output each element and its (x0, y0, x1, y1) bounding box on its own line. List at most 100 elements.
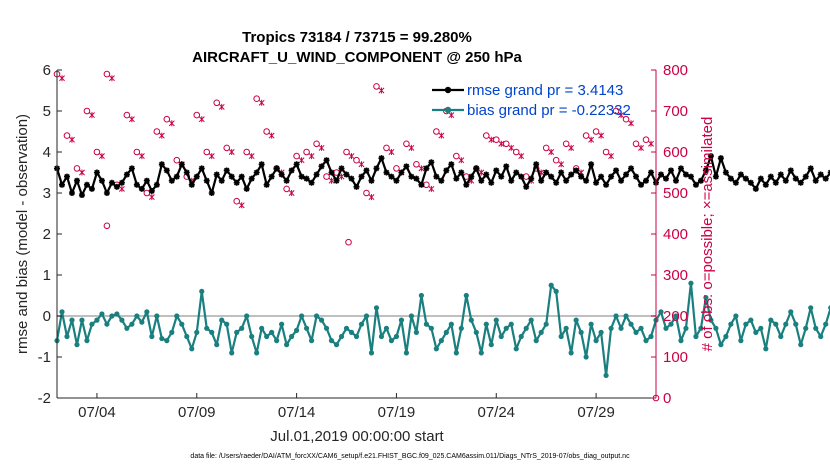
obs-possible-marker (552, 156, 560, 164)
rmse-point (73, 177, 80, 184)
bias-point (483, 321, 489, 327)
bias-point (408, 313, 415, 319)
y-tick-label: 2 (43, 226, 51, 243)
bias-series (54, 280, 830, 379)
obs-assimilated-marker (518, 153, 525, 160)
bias-point (823, 321, 829, 327)
x-tick-label: 07/19 (378, 404, 416, 421)
bias-point (588, 321, 594, 327)
bias-point (204, 325, 210, 331)
obs-assimilated-marker (618, 112, 625, 119)
bias-point (388, 338, 395, 344)
y-axis-label-left: rmse and bias (model - observation) (14, 114, 31, 354)
rmse-point (568, 171, 575, 178)
obs-assimilated-marker (498, 140, 505, 147)
bias-point (214, 342, 220, 348)
bias-point (443, 329, 449, 335)
chart-subtitle: AIRCRAFT_U_WIND_COMPONENT @ 250 hPa (192, 49, 522, 66)
bias-point (808, 305, 814, 311)
bias-point (768, 317, 774, 323)
bias-point (818, 333, 824, 340)
rmse-point (817, 171, 824, 178)
bias-point (573, 317, 579, 323)
bias-point (628, 321, 634, 327)
bias-point (363, 313, 370, 319)
bias-point (743, 321, 749, 327)
bias-point (698, 325, 704, 331)
rmse-series (54, 153, 830, 199)
bias-point (69, 317, 75, 323)
obs-assimilated-marker (328, 177, 335, 184)
bias-point (264, 333, 270, 340)
bias-point (513, 346, 519, 352)
rmse-point (812, 177, 819, 184)
x-tick-labels: 07/04 07/09 07/14 07/19 07/24 07/29 (78, 404, 615, 421)
obs-assimilated-marker (308, 153, 315, 160)
obs-possible-marker (562, 140, 570, 148)
rmse-point (448, 161, 455, 168)
obs-possible-marker (612, 107, 620, 115)
bias-point (169, 329, 175, 335)
rmse-point (58, 181, 65, 188)
obs-possible-marker (433, 128, 440, 135)
bias-point (239, 325, 245, 331)
rmse-point (523, 183, 530, 190)
rmse-point (558, 169, 565, 176)
y-tick-label: -1 (38, 349, 51, 366)
rmse-point (488, 179, 495, 186)
bias-point (603, 372, 609, 379)
bias-point (748, 317, 754, 323)
bias-point (348, 329, 355, 335)
rmse-point (662, 175, 669, 182)
rmse-point (822, 175, 829, 182)
obs-assimilated-marker (648, 140, 654, 147)
bias-point (498, 333, 504, 340)
y-right-tick-label: 200 (663, 308, 688, 325)
bias-point (633, 329, 639, 335)
rmse-point (308, 179, 315, 186)
bias-point (523, 325, 529, 331)
rmse-point (712, 173, 719, 180)
rmse-point (228, 173, 235, 180)
rmse-point (802, 173, 809, 180)
rmse-point (353, 183, 360, 190)
rmse-point (258, 161, 265, 168)
bias-point (753, 329, 759, 335)
obs-possible-marker (453, 152, 460, 160)
bias-point (478, 350, 484, 356)
rmse-point (403, 163, 410, 170)
bias-point (398, 317, 405, 323)
rmse-point (742, 175, 749, 182)
obs-possible-marker (103, 70, 111, 78)
bias-point (323, 325, 330, 331)
rmse-point (598, 173, 605, 180)
obs-possible-marker (353, 156, 360, 164)
obs-assimilated-marker (638, 144, 644, 151)
rmse-point (608, 173, 615, 180)
obs-possible-marker (592, 128, 600, 135)
bias-point (648, 333, 654, 340)
rmse-point (328, 169, 335, 176)
obs-possible-marker (283, 185, 290, 193)
obs-possible-marker (542, 144, 550, 152)
bias-point (518, 333, 524, 340)
obs-assimilated-marker (198, 116, 205, 123)
bias-point (703, 294, 709, 301)
bias-point (453, 350, 459, 356)
legend-label: bias grand pr = -0.22332 (467, 102, 631, 119)
rmse-point (233, 179, 240, 186)
obs-possible-marker (582, 132, 590, 139)
bias-point (683, 325, 689, 331)
rmse-point (208, 190, 215, 196)
bias-point (89, 321, 95, 327)
bias-point (244, 313, 250, 319)
bias-point (139, 319, 145, 325)
obs-possible-marker (243, 148, 250, 156)
bias-point (219, 317, 225, 323)
bias-point (508, 321, 514, 327)
obs-possible-marker (293, 152, 300, 160)
bias-point (533, 338, 539, 344)
bias-point (668, 321, 674, 327)
bias-point (224, 321, 230, 327)
rmse-point (638, 181, 645, 188)
